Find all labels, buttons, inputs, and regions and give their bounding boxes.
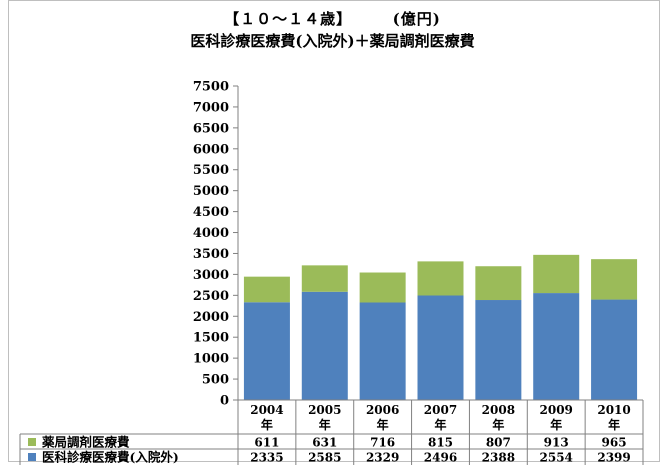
x-category-year: 2008 — [482, 403, 515, 417]
x-category-year: 2004 — [250, 403, 283, 417]
data-table-value: 611 — [254, 436, 279, 450]
x-category-suffix: 年 — [492, 417, 504, 432]
x-category-suffix: 年 — [319, 417, 331, 432]
x-category-suffix: 年 — [377, 417, 389, 432]
x-category-suffix: 年 — [550, 417, 562, 432]
y-tick-label: 7000 — [193, 100, 229, 115]
data-table-value: 965 — [602, 436, 627, 450]
data-table-value: 2399 — [597, 451, 630, 465]
legend-label-pharmacy: 薬局調剤医療費 — [41, 435, 130, 450]
data-table-value: 2554 — [540, 451, 573, 465]
bar-pharmacy — [533, 254, 580, 294]
bar-pharmacy — [243, 276, 290, 303]
y-tick-label: 2000 — [193, 310, 229, 325]
y-tick-label: 2500 — [193, 289, 229, 304]
legend-swatch-outpatient — [28, 453, 36, 461]
y-tick-label: 6000 — [193, 142, 229, 157]
y-tick-label: 0 — [220, 394, 229, 409]
bar-outpatient — [591, 299, 638, 400]
y-tick-label: 7500 — [193, 80, 229, 95]
x-category-year: 2010 — [597, 403, 630, 417]
data-table-value: 815 — [428, 436, 453, 450]
data-table-value: 631 — [312, 436, 337, 450]
bar-outpatient — [475, 300, 522, 400]
y-tick-label: 4500 — [193, 205, 229, 220]
y-tick-label: 500 — [202, 373, 229, 388]
y-tick-label: 3500 — [193, 247, 229, 262]
data-table-value: 807 — [486, 436, 511, 450]
bar-outpatient — [533, 293, 580, 400]
bar-pharmacy — [417, 261, 464, 296]
data-table-value: 716 — [370, 436, 395, 450]
bar-outpatient — [359, 302, 406, 400]
data-table-value: 2388 — [482, 451, 515, 465]
y-tick-label: 3000 — [193, 268, 229, 283]
x-category-year: 2006 — [366, 403, 399, 417]
y-tick-label: 5500 — [193, 163, 229, 178]
data-table-value: 2329 — [366, 451, 399, 465]
chart-subtitle: 医科診療医療費(入院外)＋薬局調剤医療費 — [190, 32, 475, 50]
y-tick-label: 5000 — [193, 184, 229, 199]
y-tick-label: 1500 — [193, 331, 229, 346]
title-range: 【１０～１４歳】 — [224, 10, 353, 28]
x-category-year: 2007 — [424, 403, 457, 417]
data-table-value: 2335 — [250, 451, 283, 465]
chart-frame — [8, 0, 660, 462]
bar-pharmacy — [475, 266, 522, 301]
x-category-year: 2009 — [540, 403, 573, 417]
y-tick-label: 6500 — [193, 121, 229, 136]
chart-title: 【１０～１４歳】 (億円) — [0, 8, 665, 29]
bar-outpatient — [243, 302, 290, 400]
bar-outpatient — [417, 295, 464, 400]
title-unit: (億円) — [392, 10, 441, 28]
y-tick-label: 4000 — [193, 226, 229, 241]
bar-pharmacy — [301, 265, 348, 292]
data-table-value: 913 — [544, 436, 569, 450]
legend-swatch-pharmacy — [28, 438, 36, 446]
data-table-value: 2496 — [424, 451, 457, 465]
x-category-suffix: 年 — [608, 417, 620, 432]
x-category-suffix: 年 — [434, 417, 446, 432]
bar-outpatient — [301, 291, 348, 400]
bar-pharmacy — [591, 259, 638, 300]
data-table-value: 2585 — [308, 451, 341, 465]
bar-pharmacy — [359, 272, 406, 303]
y-tick-label: 1000 — [193, 352, 229, 367]
legend-label-outpatient: 医科診療医療費(入院外) — [42, 450, 179, 465]
x-category-suffix: 年 — [261, 417, 273, 432]
x-category-year: 2005 — [308, 403, 341, 417]
